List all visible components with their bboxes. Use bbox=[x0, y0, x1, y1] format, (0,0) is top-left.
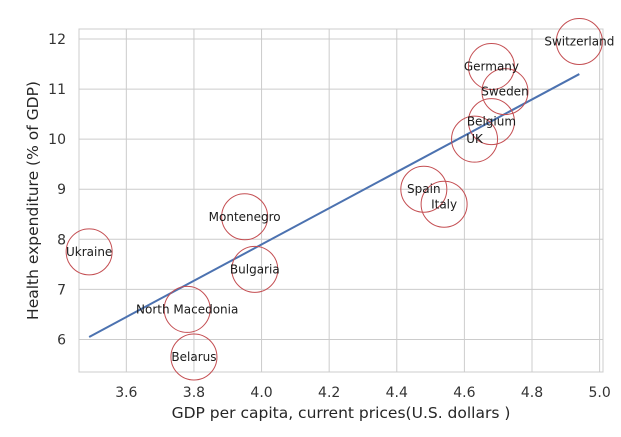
point-label: North Macedonia bbox=[136, 302, 238, 316]
y-tick-label: 10 bbox=[48, 132, 66, 148]
point-label: Belgium bbox=[467, 115, 516, 129]
point-marker bbox=[467, 98, 515, 146]
trend-line bbox=[88, 73, 580, 338]
x-tick-label: 4.4 bbox=[386, 385, 408, 401]
y-tick-labels: 6 7 8 9 10 11 12 bbox=[48, 32, 66, 348]
point-marker bbox=[467, 43, 515, 91]
x-tick-labels: 3.6 3.8 4.0 4.2 4.4 4.6 4.8 5.0 bbox=[115, 385, 611, 401]
point-label: Bulgaria bbox=[230, 262, 280, 276]
point-label: Spain bbox=[407, 182, 441, 196]
point-label: Ukraine bbox=[66, 245, 112, 259]
point-label: Italy bbox=[431, 197, 457, 211]
point-label: Montenegro bbox=[209, 210, 281, 224]
x-tick-label: 4.0 bbox=[250, 385, 272, 401]
point-markers bbox=[65, 18, 603, 381]
point-marker bbox=[170, 333, 218, 381]
x-tick-label: 4.2 bbox=[318, 385, 340, 401]
x-tick-label: 4.6 bbox=[453, 385, 475, 401]
point-label: UK bbox=[466, 132, 484, 146]
point-marker bbox=[231, 245, 279, 293]
y-tick-label: 9 bbox=[57, 182, 66, 198]
point-marker bbox=[400, 165, 448, 213]
point-marker bbox=[451, 115, 499, 163]
point-marker bbox=[555, 18, 603, 66]
x-tick-label: 3.8 bbox=[183, 385, 205, 401]
point-marker bbox=[221, 193, 269, 241]
grid-lines bbox=[79, 29, 603, 372]
point-label: Germany bbox=[464, 60, 519, 74]
axes-frame bbox=[78, 28, 604, 373]
y-axis-label: Health expenditure (% of GDP) bbox=[24, 81, 42, 320]
point-labels: Ukraine North Macedonia Belarus Montenegro B… bbox=[66, 35, 614, 364]
trend-line-group bbox=[88, 73, 580, 338]
x-tick-label: 3.6 bbox=[115, 385, 137, 401]
point-marker bbox=[481, 68, 529, 116]
point-label: Sweden bbox=[481, 85, 528, 99]
y-tick-label: 6 bbox=[57, 332, 66, 348]
point-marker bbox=[163, 285, 211, 333]
point-label: Switzerland bbox=[544, 35, 614, 49]
y-tick-label: 11 bbox=[48, 82, 66, 98]
point-marker bbox=[65, 228, 113, 276]
point-label: Belarus bbox=[171, 350, 216, 364]
x-axis-label: GDP per capita, current prices(U.S. doll… bbox=[172, 404, 511, 422]
point-marker bbox=[420, 180, 468, 228]
y-tick-label: 8 bbox=[57, 232, 66, 248]
y-tick-label: 12 bbox=[48, 32, 66, 48]
y-tick-label: 7 bbox=[57, 282, 66, 298]
x-tick-label: 5.0 bbox=[588, 385, 610, 401]
x-tick-label: 4.8 bbox=[521, 385, 543, 401]
